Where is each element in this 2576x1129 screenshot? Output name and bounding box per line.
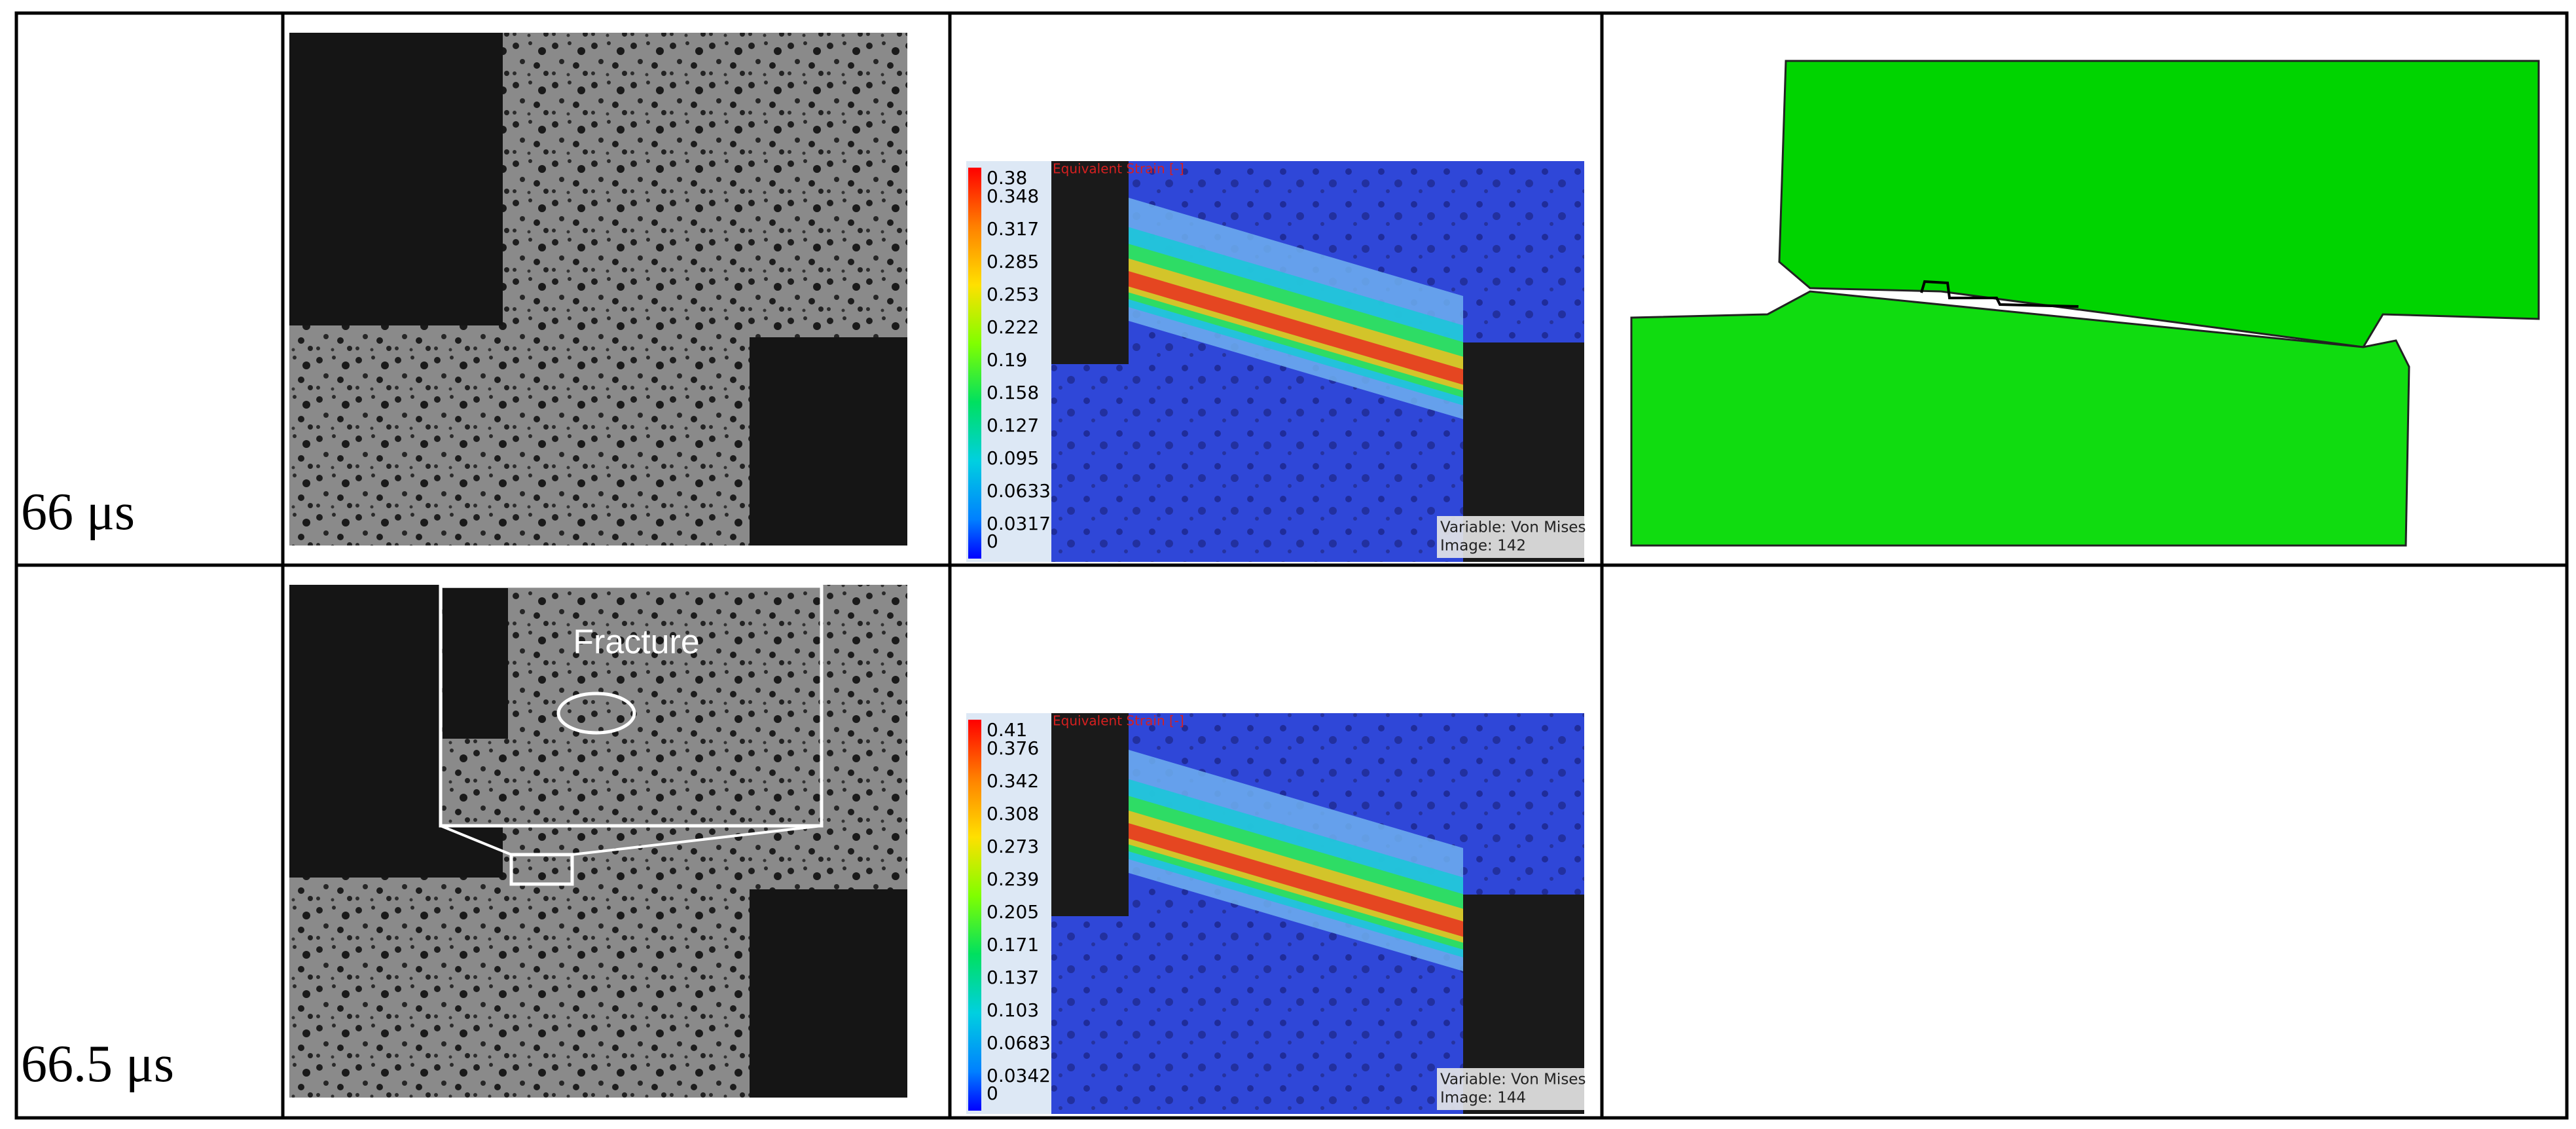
colorbar-label: 0.308: [987, 803, 1039, 824]
sim-lower: [1630, 290, 2410, 547]
inset-label: Fracture: [573, 623, 700, 661]
fracture-ellipse: [556, 692, 636, 735]
info-image: Image: 144: [1440, 1090, 1526, 1107]
zoom-line: [571, 824, 822, 856]
time-label: 66 μs: [21, 483, 135, 541]
colorbar-label: 0.158: [987, 382, 1039, 403]
specimen-shadow: [289, 33, 503, 325]
crack: [1920, 280, 2079, 308]
colorbar-label: 0.19: [987, 349, 1027, 371]
colorbar-label: 0.137: [987, 967, 1039, 988]
specimen-dark: [1051, 713, 1129, 916]
info-variable: Variable: Von Mises: [1440, 1071, 1586, 1088]
inset-dark: [443, 588, 508, 739]
zoom-box: [509, 853, 574, 886]
colorbar-label: 0.103: [987, 999, 1039, 1021]
colorbar-label: 0.0633: [987, 480, 1051, 502]
colorbar-label: 0.239: [987, 868, 1039, 890]
colorbar-label: 0: [987, 530, 998, 552]
info-box: [1437, 1068, 1584, 1110]
colorbar-label: 0.41: [987, 719, 1027, 741]
colorbar: [968, 720, 981, 1111]
time-label: 66.5 μs: [21, 1035, 174, 1093]
colorbar-label: 0.253: [987, 284, 1039, 305]
colorbar: [968, 168, 981, 559]
colorbar-label: 0.348: [987, 185, 1039, 207]
colorbar-label: 0.171: [987, 934, 1039, 955]
table-borders: [14, 11, 2569, 1120]
strain-band: [1129, 823, 1463, 937]
colorbar-label: 0: [987, 1083, 998, 1104]
colorbar-label: 0.342: [987, 770, 1039, 792]
colorbar-label: 0.38: [987, 167, 1027, 189]
info-box: [1437, 516, 1584, 558]
colorbar-label: 0.0317: [987, 513, 1051, 534]
strain-band: [1129, 271, 1463, 385]
colorbar-label: 0.095: [987, 447, 1039, 469]
colorbar-label: 0.376: [987, 737, 1039, 759]
info-image: Image: 142: [1440, 538, 1526, 555]
colorbar-label: 0.127: [987, 415, 1039, 436]
colorbar-label: 0.222: [987, 316, 1039, 338]
colorbar-label: 0.317: [987, 218, 1039, 240]
specimen-dark: [1051, 161, 1129, 364]
colorbar-label: 0.205: [987, 901, 1039, 923]
colorbar-title: Equivalent Strain [-]: [1053, 713, 1184, 729]
specimen-shadow: [750, 889, 907, 1098]
info-variable: Variable: Von Mises: [1440, 519, 1586, 536]
colorbar-title: Equivalent Strain [-]: [1053, 161, 1184, 177]
colorbar-label: 0.273: [987, 836, 1039, 857]
zoom-line: [440, 824, 512, 856]
colorbar-label: 0.0683: [987, 1032, 1051, 1054]
specimen-shadow: [750, 337, 907, 546]
colorbar-label: 0.285: [987, 251, 1039, 272]
colorbar-label: 0.0342: [987, 1065, 1051, 1086]
